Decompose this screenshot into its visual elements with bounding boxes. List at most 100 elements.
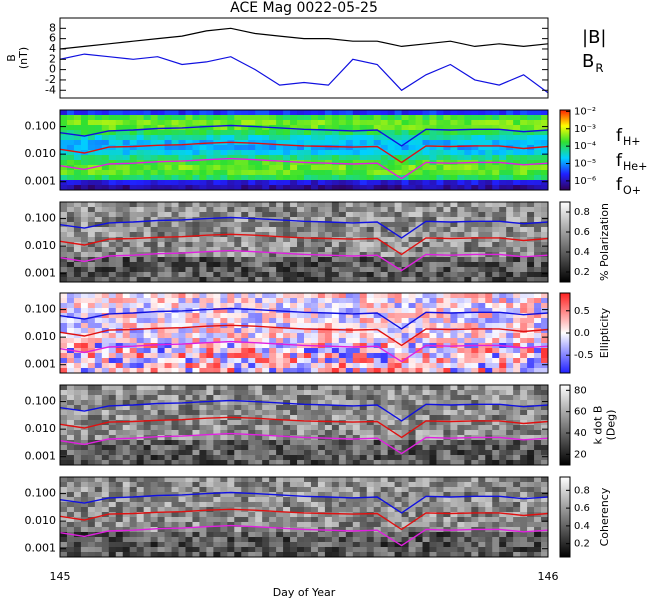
spectrogram-cell bbox=[345, 130, 354, 136]
spectrogram-cell bbox=[283, 410, 291, 416]
spectrogram-cell bbox=[276, 293, 284, 299]
spectrogram-cell bbox=[178, 150, 186, 156]
spectrogram-cell bbox=[485, 180, 493, 186]
spectrogram-cell bbox=[506, 155, 514, 161]
spectrogram-cell bbox=[122, 348, 131, 354]
spectrogram-cell bbox=[457, 237, 465, 243]
spectrogram-cell bbox=[255, 262, 263, 268]
spectrogram-cell bbox=[60, 358, 68, 364]
spectrogram-cell bbox=[192, 390, 200, 396]
spectrogram-cell bbox=[206, 298, 214, 304]
spectrogram-cell bbox=[450, 120, 458, 126]
spectrogram-cell bbox=[94, 267, 103, 273]
spectrogram-cell bbox=[541, 323, 548, 329]
spectrogram-cell bbox=[380, 323, 389, 329]
spectrogram-cell bbox=[478, 363, 486, 369]
spectrogram-cell bbox=[143, 410, 152, 416]
spectrogram-cell bbox=[436, 130, 444, 136]
spectrogram-cell bbox=[150, 455, 159, 461]
spectrogram-cell bbox=[304, 170, 312, 176]
spectrogram-cell bbox=[408, 175, 417, 181]
spectrogram-cell bbox=[234, 482, 242, 488]
spectrogram-cell bbox=[310, 212, 319, 218]
spectrogram-cell bbox=[380, 160, 389, 166]
spectrogram-cell bbox=[485, 277, 493, 282]
spectrogram-cell bbox=[304, 140, 312, 146]
spectrogram-cell bbox=[94, 277, 103, 282]
spectrogram-cell bbox=[199, 477, 207, 483]
spectrogram-cell bbox=[60, 170, 68, 176]
spectrogram-cell bbox=[422, 405, 430, 411]
spectrogram-cell bbox=[290, 267, 298, 273]
spectrogram-cell bbox=[136, 455, 145, 461]
spectrogram-cell bbox=[345, 202, 354, 208]
spectrogram-cell bbox=[352, 232, 361, 238]
spectrogram-cell bbox=[520, 450, 528, 456]
spectrogram-cell bbox=[304, 135, 312, 141]
spectrogram-cell bbox=[366, 140, 375, 146]
spectrogram-cell bbox=[248, 328, 256, 334]
spectrogram-cell bbox=[415, 217, 424, 223]
spectrogram-cell bbox=[499, 277, 507, 282]
spectrogram-cell bbox=[129, 185, 138, 190]
spectrogram-cell bbox=[283, 160, 291, 166]
spectrogram-cell bbox=[269, 110, 277, 116]
spectrogram-cell bbox=[513, 217, 521, 223]
spectrogram-cell bbox=[192, 435, 200, 441]
frequency-line bbox=[60, 399, 548, 422]
spectrogram-cell bbox=[401, 180, 410, 186]
spectrogram-cell bbox=[129, 333, 138, 339]
spectrogram-cell bbox=[60, 303, 68, 309]
spectrogram-cell bbox=[101, 212, 110, 218]
spectrogram-cell bbox=[60, 400, 68, 406]
spectrogram-cell bbox=[66, 185, 75, 190]
spectrogram-cell bbox=[436, 400, 444, 406]
spectrogram-cell bbox=[269, 323, 277, 329]
spectrogram-cell bbox=[359, 358, 368, 364]
spectrogram-cell bbox=[366, 247, 375, 253]
spectrogram-cell bbox=[457, 430, 465, 436]
spectrogram-cell bbox=[157, 180, 166, 186]
spectrogram-cell bbox=[478, 487, 486, 493]
spectrogram-cell bbox=[304, 415, 312, 421]
spectrogram-cell bbox=[234, 410, 242, 416]
spectrogram-cell bbox=[366, 202, 375, 208]
spectrogram-cell bbox=[248, 430, 256, 436]
spectrogram-cell bbox=[241, 303, 249, 309]
spectrogram-cell bbox=[290, 333, 298, 339]
spectrogram-cell bbox=[73, 395, 82, 401]
spectrogram-cell bbox=[387, 430, 396, 436]
spectrogram-cell bbox=[178, 390, 186, 396]
spectrogram-cell bbox=[527, 400, 535, 406]
spectrogram-cell bbox=[345, 145, 354, 151]
spectrogram-cell bbox=[317, 477, 326, 483]
spectrogram-cell bbox=[366, 120, 375, 126]
spectrogram-cell bbox=[422, 358, 430, 364]
spectrogram-cell bbox=[352, 267, 361, 273]
spectrogram-cell bbox=[108, 293, 117, 299]
spectrogram-cell bbox=[513, 363, 521, 369]
spectrogram-cell bbox=[492, 348, 500, 354]
spectrogram-cell bbox=[485, 170, 493, 176]
spectrogram-cell bbox=[359, 333, 368, 339]
spectrogram-cell bbox=[492, 175, 500, 181]
spectrogram-cell bbox=[429, 410, 437, 416]
spectrogram-cell bbox=[234, 390, 242, 396]
spectrogram-cell bbox=[136, 328, 145, 334]
spectrogram-cell bbox=[192, 328, 200, 334]
spectrogram-cell bbox=[541, 110, 548, 116]
spectrogram-cell bbox=[380, 353, 389, 359]
spectrogram-cell bbox=[394, 140, 403, 146]
spectrogram-cell bbox=[87, 477, 96, 483]
spectrogram-cell bbox=[331, 155, 340, 161]
spectrogram-cell bbox=[248, 237, 256, 243]
spectrogram-cell bbox=[80, 298, 89, 304]
spectrogram-cell bbox=[513, 313, 521, 319]
spectrogram-cell bbox=[297, 222, 305, 228]
spectrogram-cell bbox=[87, 232, 96, 238]
spectrogram-cell bbox=[122, 415, 131, 421]
spectrogram-cell bbox=[276, 487, 284, 493]
spectrogram-cell bbox=[492, 487, 500, 493]
spectrogram-cell bbox=[122, 115, 131, 121]
spectrogram-cell bbox=[373, 222, 382, 228]
